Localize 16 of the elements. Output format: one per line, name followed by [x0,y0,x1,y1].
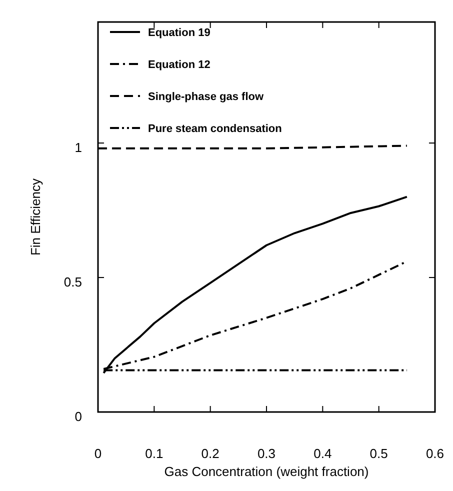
x-tick-label: 0 [94,446,102,461]
y-tick-label: 1 [74,140,82,156]
x-tick-label: 0.5 [370,446,388,461]
y-tick-label: 0 [74,409,82,424]
legend-label: Equation 19 [148,27,210,39]
x-axis-title: Gas Concentration (weight fraction) [164,464,369,479]
legend-label: Pure steam condensation [148,123,282,135]
x-tick-label: 0.3 [257,446,276,461]
y-tick-label: 0.5 [64,274,82,290]
legend-label: Single-phase gas flow [148,91,264,103]
legend-label: Equation 12 [148,59,210,71]
x-tick-label: 0.6 [426,446,444,461]
x-tick-label: 0.1 [145,446,164,461]
x-tick-label: 0.4 [314,446,332,461]
x-tick-label: 0.2 [201,446,220,461]
y-axis-title: Fin Efficiency [28,178,43,256]
